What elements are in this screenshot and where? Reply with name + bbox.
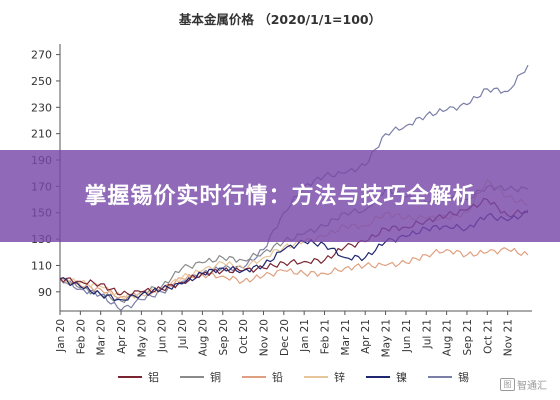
series-line-2	[59, 247, 529, 300]
watermark: 图 智通汇	[500, 377, 547, 392]
legend-label: 铜	[210, 370, 221, 384]
legend-label: 铅	[272, 370, 283, 384]
x-tick-label: Mar 20	[96, 319, 108, 356]
x-tick-label: Jan 20	[55, 319, 67, 353]
x-tick-label: Apr 20	[116, 319, 128, 354]
y-tick-label: 270	[31, 49, 52, 62]
x-tick-label: Jun 21	[401, 319, 413, 353]
x-tick-label: Feb 21	[320, 319, 332, 354]
headline-banner: 掌握锡价实时行情：方法与技巧全解析	[0, 150, 560, 242]
x-tick-label: Mar 21	[340, 319, 352, 356]
y-tick-label: 110	[31, 259, 52, 272]
x-tick-label: Oct 20	[238, 319, 250, 354]
x-tick-label: Sep 20	[218, 319, 230, 356]
y-tick-label: 230	[31, 101, 52, 114]
x-tick-label: May 20	[136, 319, 148, 357]
chart-title: 基本金属价格 （2020/1/1=100）	[178, 12, 381, 27]
x-tick-label: May 21	[381, 319, 393, 357]
y-tick-label: 210	[31, 128, 52, 141]
x-tick-label: Dec 20	[279, 319, 291, 356]
y-tick-label: 90	[38, 286, 52, 299]
x-tick-label: Sep 21	[462, 319, 474, 356]
x-tick-label: Nov 21	[503, 319, 515, 356]
x-tick-label: Oct 21	[482, 319, 494, 354]
x-tick-label: Aug 21	[442, 319, 454, 356]
headline-text: 掌握锡价实时行情：方法与技巧全解析	[84, 183, 476, 209]
y-tick-label: 250	[31, 75, 52, 88]
x-tick-label: Nov 20	[258, 319, 270, 356]
x-tick-label: Feb 20	[75, 319, 87, 354]
x-tick-label: Jun 20	[157, 319, 169, 353]
x-tick-label: Jul 21	[421, 319, 433, 349]
legend-label: 锌	[334, 370, 345, 384]
x-tick-label: Jul 20	[177, 319, 189, 349]
legend-label: 铝	[148, 370, 159, 384]
watermark-text: 智通汇	[517, 381, 547, 392]
x-tick-label: Jan 21	[299, 319, 311, 353]
legend-label: 锡	[458, 370, 469, 384]
watermark-icon: 图	[500, 378, 515, 391]
legend-label: 镍	[396, 370, 407, 384]
x-tick-label: Aug 20	[197, 319, 209, 356]
x-tick-label: Apr 21	[360, 319, 372, 354]
